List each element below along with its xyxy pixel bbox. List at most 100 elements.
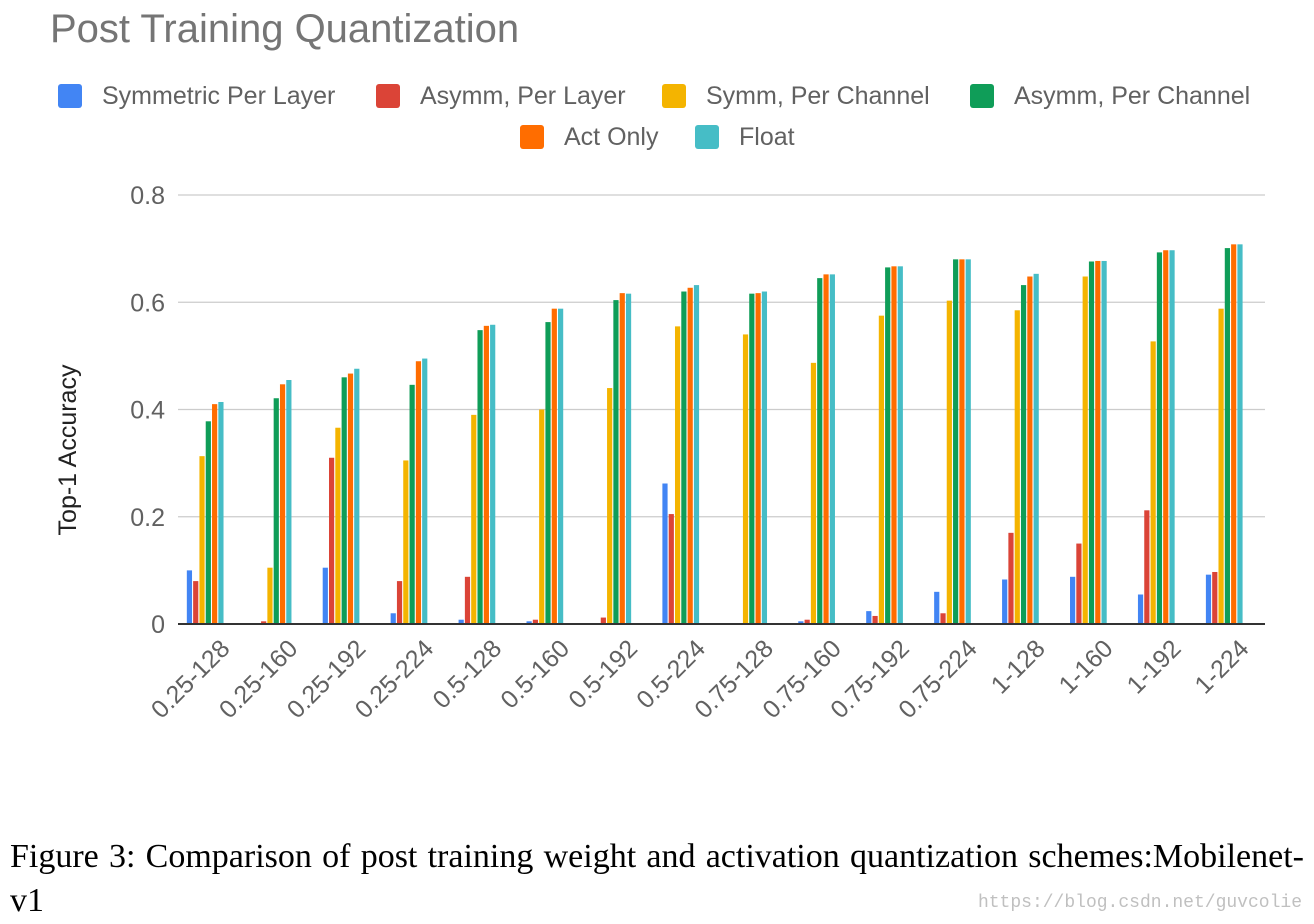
- bar: [526, 621, 532, 624]
- bar: [422, 358, 428, 624]
- x-tick-label: 0.5-192: [563, 634, 643, 714]
- bar: [1231, 244, 1237, 624]
- bar: [532, 619, 539, 624]
- bar: [415, 361, 422, 624]
- bar: [829, 274, 835, 624]
- bar: [965, 259, 971, 624]
- bar: [872, 615, 878, 624]
- bar: [934, 591, 940, 624]
- bar: [897, 266, 903, 624]
- bar: [940, 613, 946, 624]
- bar: [1014, 310, 1020, 624]
- bar: [354, 368, 360, 624]
- chart-title: Post Training Quantization: [50, 7, 519, 51]
- bar: [1027, 276, 1033, 624]
- bar: [1212, 571, 1218, 624]
- bar: [341, 377, 347, 624]
- bar: [1095, 260, 1101, 624]
- bar: [1020, 285, 1027, 624]
- bar: [885, 267, 891, 624]
- bar: [1218, 308, 1224, 624]
- bar: [1237, 244, 1243, 624]
- legend-label-3: Asymm, Per Channel: [1014, 82, 1250, 110]
- bar: [1169, 250, 1175, 624]
- bar: [458, 619, 464, 624]
- bar: [1082, 276, 1088, 624]
- bar: [693, 285, 700, 624]
- bar: [607, 388, 613, 624]
- bar: [1144, 510, 1150, 624]
- bar: [347, 373, 354, 624]
- bar: [205, 421, 211, 624]
- legend-label-0: Symmetric Per Layer: [102, 82, 335, 110]
- bar: [755, 293, 761, 624]
- bar: [761, 291, 768, 624]
- bar: [186, 570, 193, 624]
- legend-swatch-4: [520, 125, 544, 149]
- bar: [959, 259, 965, 624]
- bar: [1033, 273, 1039, 624]
- bar: [1088, 261, 1095, 624]
- bar: [335, 427, 341, 624]
- bar: [322, 567, 328, 624]
- bar: [267, 567, 273, 624]
- bars: [178, 244, 1265, 625]
- bar: [1205, 574, 1212, 624]
- legend-label-4: Act Only: [564, 123, 659, 151]
- bar: [273, 398, 279, 624]
- bar: [953, 259, 959, 624]
- legend-swatch-5: [695, 125, 719, 149]
- legend-label-2: Symm, Per Channel: [706, 82, 930, 110]
- bar: [866, 611, 872, 624]
- watermark: https://blog.csdn.net/guvcolie: [977, 893, 1302, 913]
- bar: [674, 326, 681, 624]
- y-tick-label: 0.6: [130, 289, 165, 317]
- bar: [545, 322, 551, 624]
- legend-label-1: Asymm, Per Layer: [420, 82, 626, 110]
- bar: [403, 460, 409, 624]
- figure-caption: Figure 3: Comparison of post training we…: [10, 838, 1304, 919]
- y-tick-label: 0.8: [130, 182, 165, 210]
- bar: [464, 576, 471, 624]
- bar: [471, 414, 477, 624]
- x-tick-label: 0.5-128: [427, 634, 507, 714]
- bar: [600, 617, 606, 624]
- x-tick-label: 0.5-160: [495, 634, 575, 714]
- bar: [1070, 576, 1076, 624]
- y-tick-label: 0.4: [130, 397, 165, 425]
- bar: [193, 581, 199, 624]
- x-tick-label: 1-192: [1122, 634, 1187, 699]
- legend-label-5: Float: [739, 123, 795, 151]
- y-tick-label: 0: [151, 611, 165, 639]
- bar: [810, 362, 817, 624]
- x-tick-label: 1-160: [1054, 634, 1119, 699]
- legend-swatch-2: [662, 84, 686, 108]
- bar: [878, 315, 884, 624]
- bar: [798, 621, 804, 624]
- bar: [619, 293, 625, 624]
- legend-swatch-1: [376, 84, 400, 108]
- bar: [668, 514, 674, 624]
- bar: [390, 613, 396, 624]
- bar: [1224, 248, 1230, 624]
- bar: [804, 619, 810, 624]
- bar: [218, 401, 224, 624]
- bar: [1163, 250, 1169, 624]
- bar: [681, 291, 687, 624]
- x-tick-label: 1-224: [1189, 634, 1254, 699]
- bar: [1101, 260, 1107, 624]
- bar: [558, 308, 564, 624]
- bar: [1156, 252, 1163, 624]
- bar: [490, 324, 496, 624]
- bar: [749, 293, 755, 624]
- bar: [409, 384, 415, 624]
- bar: [551, 308, 557, 624]
- legend: Symmetric Per Layer Asymm, Per Layer Symm,…: [58, 82, 1250, 151]
- bar: [742, 334, 749, 624]
- y-axis: 0 0.2 0.4 0.6 0.8: [130, 182, 165, 639]
- bar: [817, 278, 823, 624]
- legend-swatch-0: [58, 84, 82, 108]
- bar: [279, 384, 286, 624]
- bar: [329, 457, 335, 624]
- x-tick-label: 1-128: [986, 634, 1051, 699]
